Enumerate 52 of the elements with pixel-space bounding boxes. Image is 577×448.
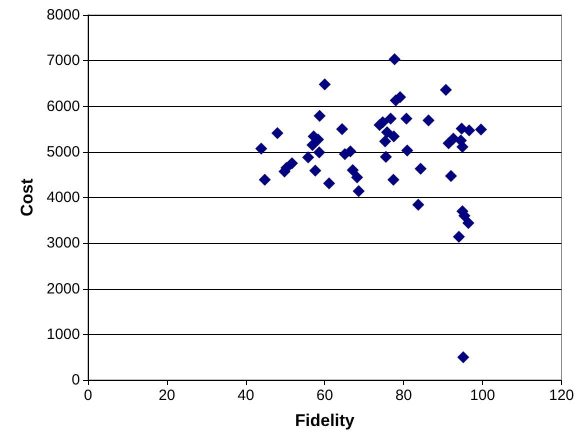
- point: [313, 146, 326, 158]
- point: [400, 112, 412, 125]
- y-tick-label: 4000: [46, 189, 80, 206]
- x-tick-label: 20: [158, 387, 176, 404]
- point: [351, 171, 364, 184]
- point: [384, 112, 397, 125]
- y-tick-label: 5000: [46, 143, 80, 160]
- y-tick-label: 1000: [46, 326, 80, 343]
- point: [412, 198, 424, 211]
- point: [286, 157, 298, 170]
- x-axis-title: Fidelity: [294, 411, 356, 430]
- point: [462, 217, 474, 230]
- point: [352, 185, 365, 198]
- x-tick-label: 0: [84, 387, 92, 404]
- point: [379, 135, 392, 148]
- point: [474, 124, 487, 136]
- point: [258, 174, 271, 186]
- point: [445, 170, 458, 182]
- point: [336, 123, 348, 136]
- point: [414, 162, 427, 175]
- y-tick-label: 7000: [46, 52, 80, 70]
- point: [381, 126, 394, 138]
- point: [271, 127, 284, 140]
- point: [401, 144, 414, 157]
- point: [302, 151, 314, 164]
- point: [463, 124, 476, 136]
- x-tick-label: 60: [316, 387, 334, 404]
- y-tick-label: 6000: [46, 98, 80, 115]
- point: [255, 142, 268, 155]
- y-tick-label: 2000: [46, 280, 80, 298]
- x-tick-label: 40: [237, 387, 254, 404]
- x-tick-label: 100: [470, 387, 496, 404]
- point: [457, 351, 470, 364]
- y-axis-title: Cost: [18, 178, 37, 216]
- point: [388, 53, 401, 66]
- point: [380, 150, 392, 163]
- point: [452, 230, 465, 243]
- point: [323, 177, 336, 190]
- point: [318, 78, 331, 90]
- x-tick-label: 80: [395, 387, 412, 404]
- point: [387, 174, 400, 186]
- point: [314, 110, 326, 122]
- point: [388, 130, 400, 142]
- point: [422, 114, 435, 126]
- point: [309, 164, 322, 177]
- y-tick-label: 8000: [46, 6, 80, 24]
- y-tick-label: 0: [72, 372, 80, 388]
- y-tick-label: 3000: [46, 234, 80, 252]
- point: [346, 164, 359, 176]
- x-tick-label: 120: [548, 387, 574, 404]
- point: [306, 139, 319, 152]
- point: [440, 84, 452, 96]
